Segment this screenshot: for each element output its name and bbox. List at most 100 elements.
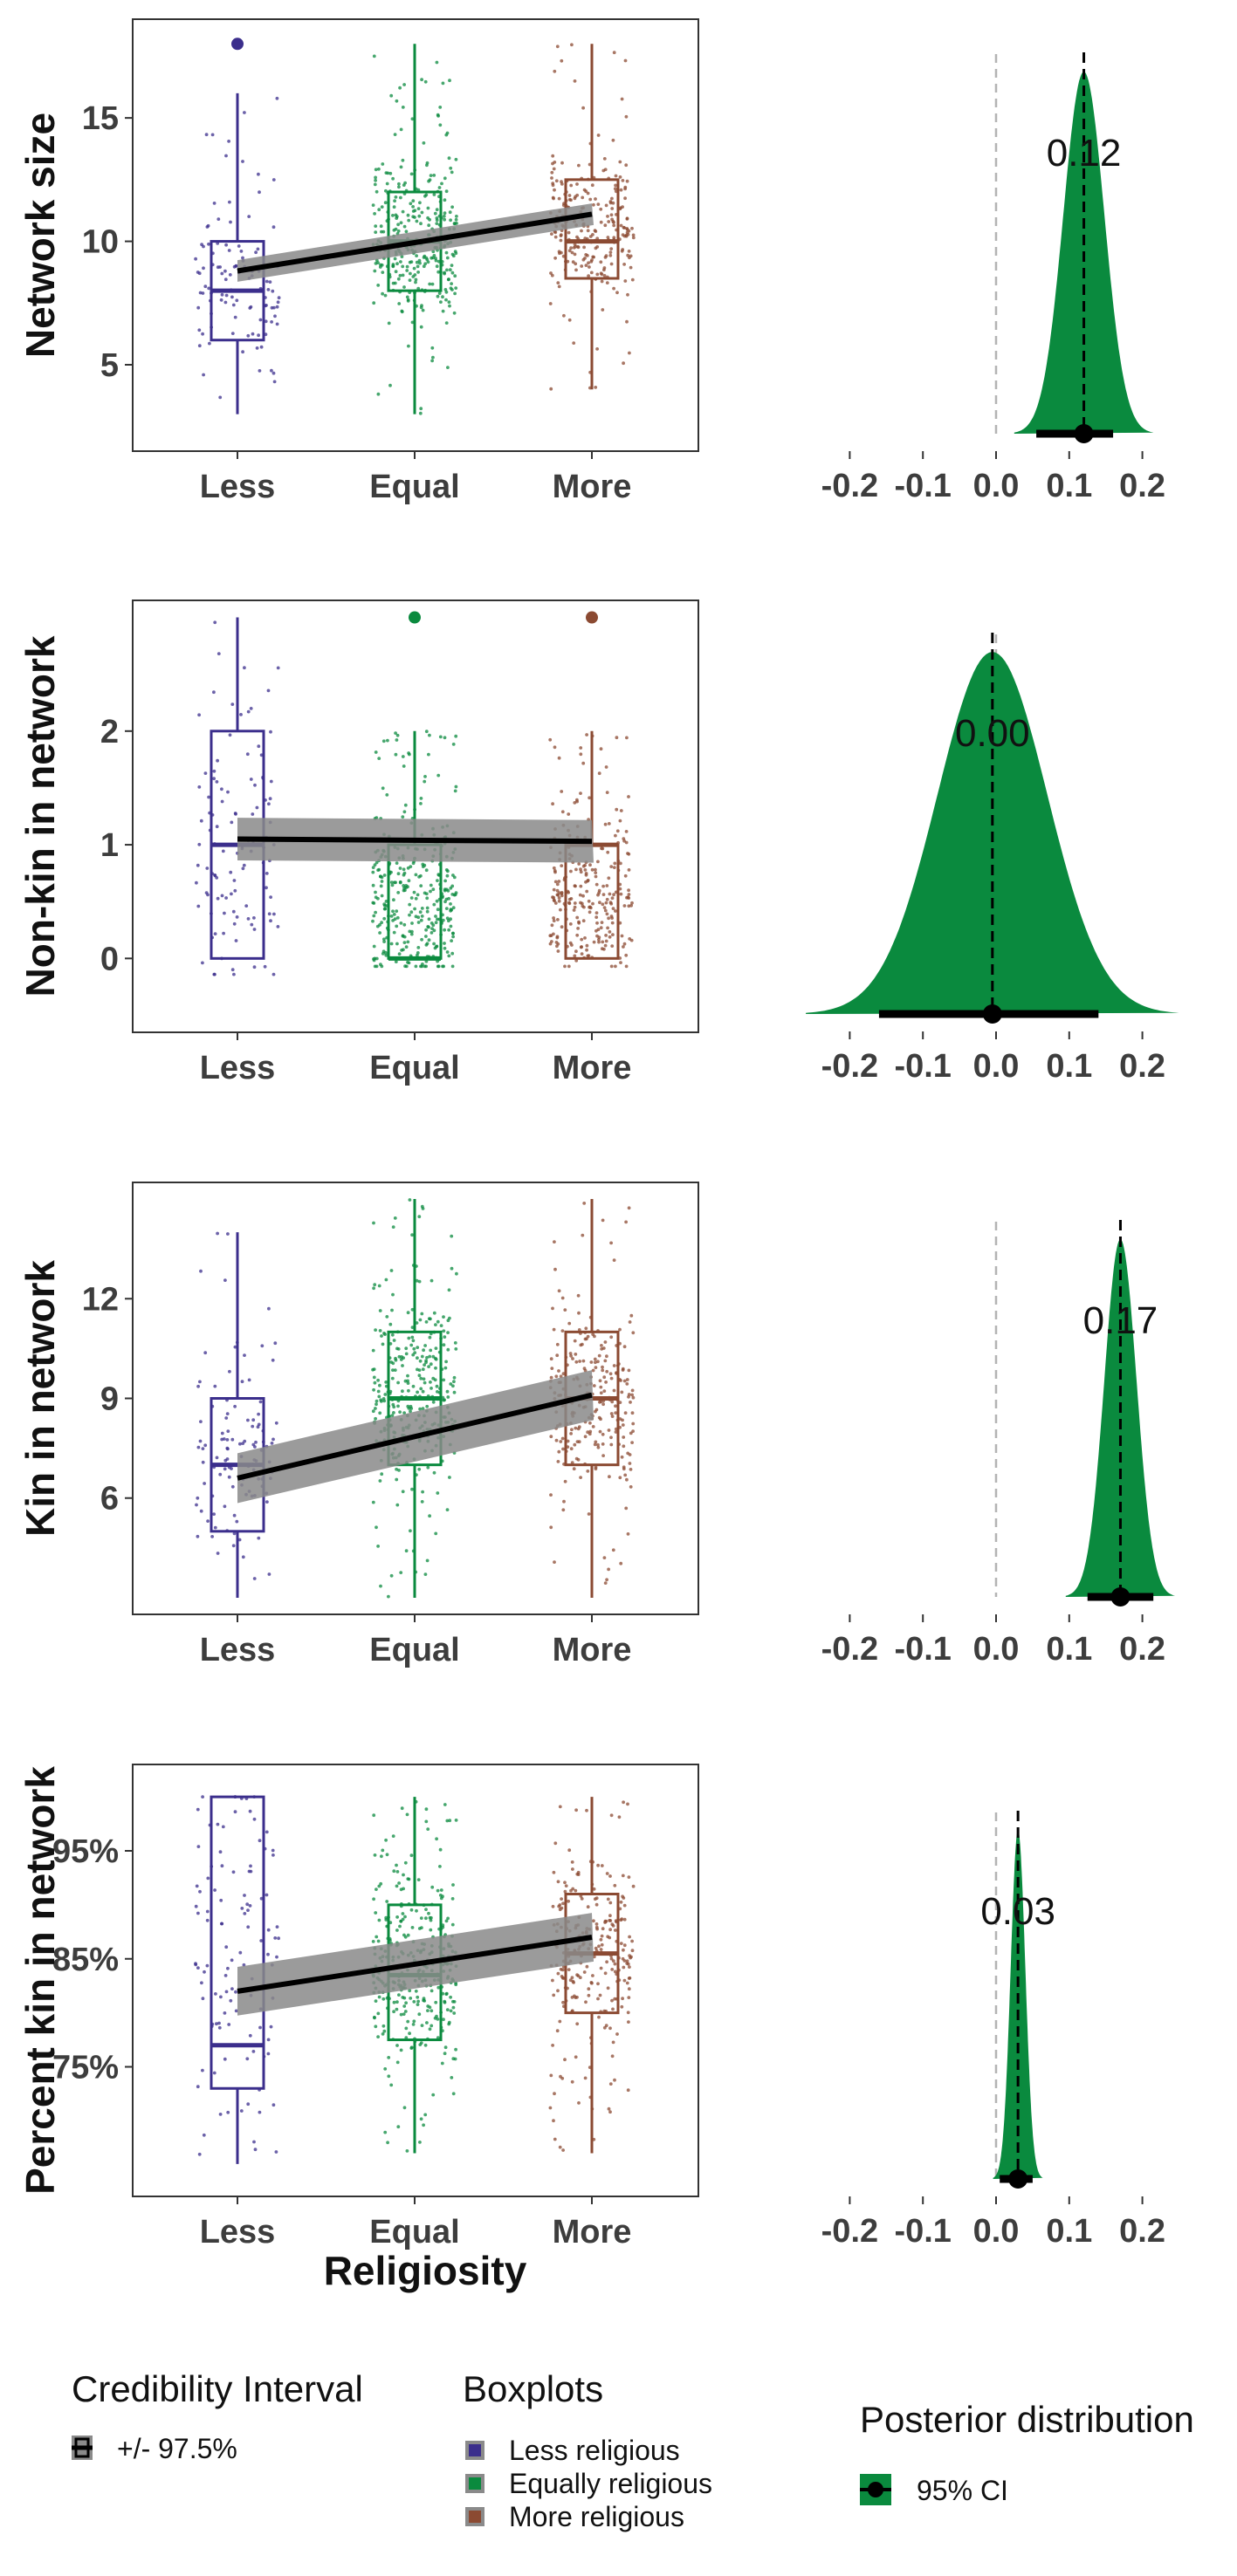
data-point	[621, 1956, 625, 1961]
data-point	[443, 1366, 448, 1370]
data-point	[448, 1819, 452, 1823]
data-point	[401, 158, 405, 162]
data-point	[430, 2009, 434, 2013]
data-point	[415, 260, 419, 264]
data-point	[388, 171, 393, 175]
y-tick-label: 1	[100, 827, 119, 864]
data-point	[432, 174, 436, 177]
x-tick-label: 0.1	[1046, 1048, 1092, 1085]
data-point	[617, 1815, 622, 1819]
data-point	[380, 263, 384, 267]
data-point	[382, 874, 387, 877]
data-point	[267, 802, 271, 806]
data-point	[194, 257, 198, 261]
data-point	[560, 891, 564, 894]
data-point	[390, 883, 395, 887]
data-point	[392, 898, 395, 902]
data-point	[454, 1347, 458, 1351]
data-point	[248, 1904, 252, 1908]
data-point	[627, 868, 631, 872]
data-point	[577, 2101, 581, 2105]
data-point	[429, 174, 433, 178]
data-point	[402, 888, 406, 893]
data-point	[436, 114, 440, 118]
data-point	[242, 863, 246, 867]
data-point	[266, 689, 271, 693]
data-point	[381, 230, 386, 234]
data-point	[594, 1902, 599, 1907]
data-point	[436, 773, 441, 778]
data-point	[249, 1864, 252, 1868]
data-point	[432, 193, 436, 196]
data-point	[608, 2110, 612, 2114]
data-point	[416, 1878, 421, 1882]
data-point	[267, 912, 271, 916]
data-point	[410, 929, 414, 934]
data-point	[560, 810, 565, 814]
data-point	[598, 1379, 602, 1383]
data-point	[230, 295, 234, 299]
data-point	[432, 902, 436, 907]
data-point	[271, 178, 276, 182]
data-point	[548, 934, 553, 938]
data-point	[374, 262, 378, 265]
data-point	[450, 271, 455, 275]
data-point	[585, 733, 588, 736]
data-point	[419, 1376, 423, 1380]
data-point	[573, 801, 577, 805]
data-point	[402, 867, 406, 872]
data-point	[449, 908, 452, 913]
data-point	[233, 1345, 237, 1349]
data-point	[243, 1912, 247, 1915]
data-point	[402, 873, 406, 877]
data-point	[589, 260, 594, 264]
data-point	[553, 745, 557, 750]
data-point	[399, 195, 402, 200]
data-point	[559, 1967, 563, 1971]
data-point	[574, 1360, 579, 1364]
data-point	[432, 928, 436, 933]
data-point	[561, 2000, 565, 2004]
data-point	[397, 182, 401, 186]
data-point	[375, 860, 379, 865]
data-point	[416, 1999, 420, 2004]
data-point	[604, 939, 608, 943]
data-point	[599, 1948, 603, 1951]
data-point	[394, 227, 398, 231]
data-point	[395, 1503, 400, 1507]
data-point	[579, 746, 583, 750]
posterior-density	[993, 1830, 1043, 2179]
data-point	[557, 896, 561, 900]
y-tick-label: 75%	[52, 2050, 119, 2086]
data-point	[436, 294, 440, 298]
data-point	[574, 1996, 578, 2000]
data-point	[570, 250, 574, 255]
x-tick-label: 0.1	[1046, 1631, 1092, 1668]
data-point	[627, 904, 631, 908]
data-point	[415, 254, 418, 257]
data-point	[402, 183, 406, 188]
data-point	[449, 166, 453, 170]
data-point	[426, 1827, 430, 1832]
data-point	[553, 230, 558, 235]
data-point	[266, 1928, 271, 1932]
data-point	[231, 303, 236, 307]
box-equal	[387, 1199, 443, 1598]
data-point	[586, 229, 590, 233]
data-point	[388, 383, 392, 387]
data-point	[596, 1445, 601, 1449]
data-point	[240, 1380, 244, 1384]
data-point	[229, 1998, 233, 2003]
data-point	[612, 236, 616, 240]
data-point	[216, 1231, 220, 1236]
data-point	[569, 897, 574, 901]
data-point	[237, 244, 241, 248]
data-point	[552, 1870, 556, 1874]
data-point	[559, 1440, 563, 1443]
data-point	[391, 281, 395, 285]
data-point	[198, 1439, 203, 1443]
data-point	[626, 292, 629, 297]
data-point	[265, 886, 268, 890]
data-point	[390, 1308, 394, 1312]
